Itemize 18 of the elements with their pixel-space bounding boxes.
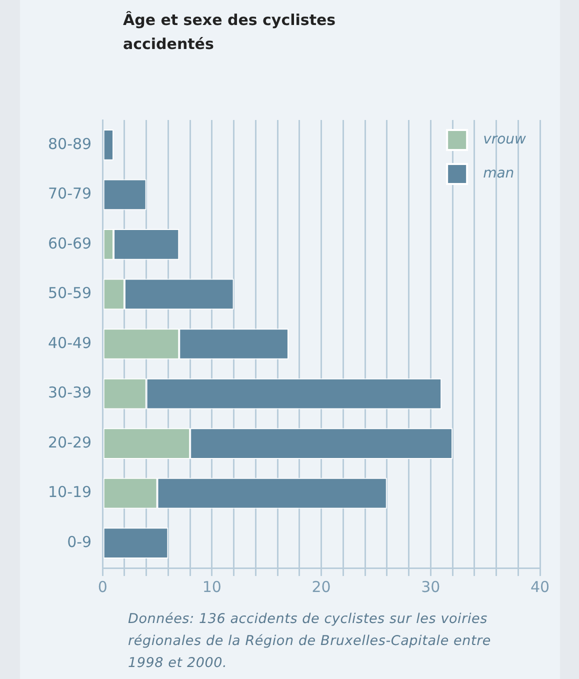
y-tick-label: 10-19: [48, 483, 92, 502]
y-tick-label: 80-89: [48, 134, 92, 153]
y-tick-label: 0-9: [67, 533, 92, 551]
text: Données: 136 accidents de cyclistes sur les voiries régionales de la Région de Bruxelles-Capitale entre 1998 et 2000.: [128, 610, 492, 673]
y-tick-label: 30-39: [48, 384, 92, 402]
y-tick-label: 60-69: [48, 234, 92, 252]
x-tick-label: 20: [312, 578, 331, 596]
x-tick-label: 40: [530, 578, 550, 596]
legend-label: man: [483, 166, 514, 182]
y-tick-label: 40-49: [48, 334, 92, 352]
x-tick-label: 10: [202, 578, 222, 596]
y-tick-label: 50-59: [48, 284, 92, 302]
y-tick-label: 20-29: [48, 433, 92, 452]
x-tick-label: 0: [98, 578, 108, 596]
chart-title: Âge et sexe des cyclistes accidentés: [123, 10, 337, 55]
y-tick-label: 70-79: [48, 184, 92, 203]
legend-label: vrouw: [483, 132, 527, 148]
x-tick-label: 30: [421, 578, 440, 596]
